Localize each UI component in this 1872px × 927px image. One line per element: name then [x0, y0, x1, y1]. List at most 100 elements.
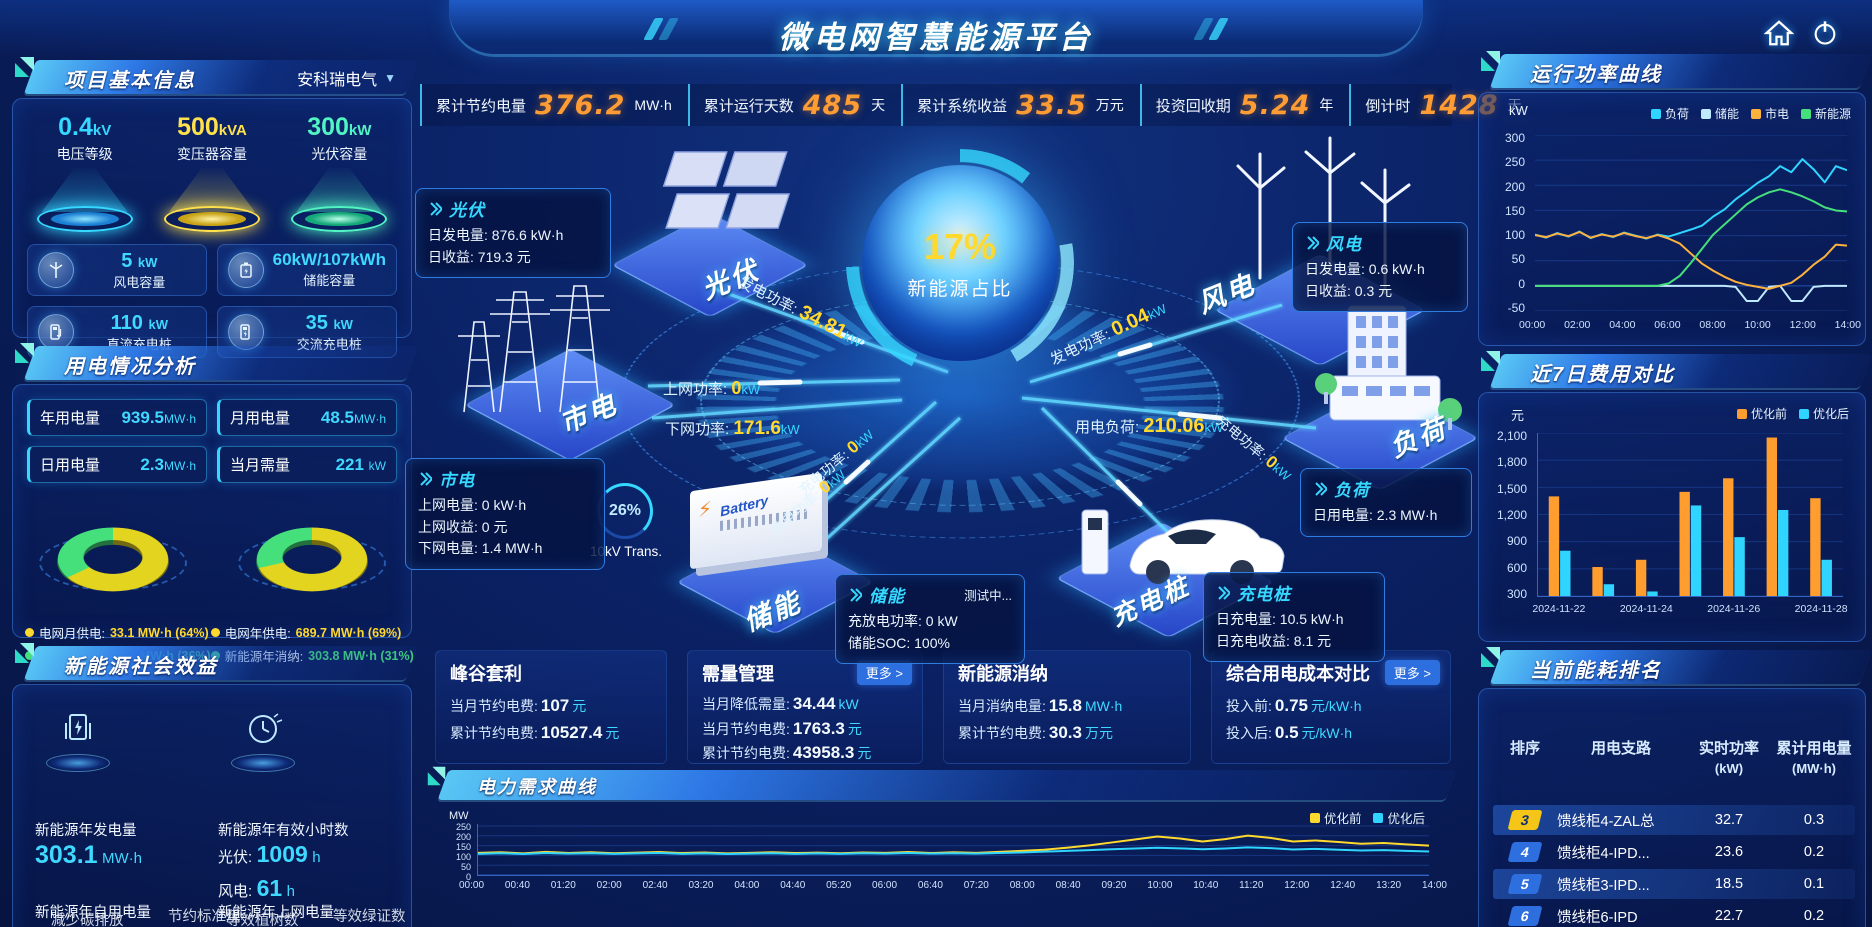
usage-stat-chips: 年用电量 939.5MW·h 月用电量 48.5MW·h 日用电量 2.3MW·h 当…: [13, 385, 411, 483]
panel-ranking-title: 当前能耗排名: [1530, 660, 1662, 682]
panel-demand-header: 电力需求曲线: [425, 766, 1457, 802]
kpi-stats-bar: 累计节约电量 376.2 MW·h 累计运行天数 485 天 累计系统收益 33.5 万元 …: [420, 84, 1522, 126]
flow-load: 用电负荷: 210.06kW: [1075, 415, 1224, 437]
run-power-x-ticks: 00:00 02:00 04:00 06:00 08:00 10:00 12:00 14:00: [1519, 319, 1861, 331]
panel-demand-title: 电力需求曲线: [477, 777, 597, 797]
demand-plot: [477, 824, 1429, 876]
flow-to-grid: 上网功率: 0kW: [663, 378, 761, 398]
panel-benefit-header: 新能源社会效益: [12, 643, 419, 682]
cost-y-axis-label: 元: [1511, 408, 1525, 423]
benefit-coal-label: 节约标准煤: [168, 909, 241, 925]
panel-corner-icon: [1481, 647, 1500, 667]
legend-grid-month: 电网月供电: 33.1 MW·h (64%): [25, 623, 211, 642]
kpi-run-days: 累计运行天数 485 天: [687, 84, 901, 126]
run-power-y-ticks: 300 250 200 150 100 50 0 -50: [1504, 131, 1525, 315]
panel-corner-icon: [1481, 51, 1500, 71]
panel-project-title: 项目基本信息: [64, 70, 196, 92]
header: 微电网智慧能源平台: [0, 0, 1872, 64]
panel-run-power-title: 运行功率曲线: [1530, 64, 1662, 86]
solar-panels-icon: [662, 151, 791, 229]
power-button[interactable]: [1806, 16, 1844, 50]
card-wind-capacity: 5 kW 风电容量: [27, 244, 207, 296]
panel-usage-header: 用电情况分析: [12, 343, 419, 382]
run-power-plot: [1535, 135, 1847, 311]
benefit-hours-wind: 风电: 61 h: [218, 875, 296, 901]
panel-run-power: 运行功率曲线 kW 负荷 储能 市电 新能源 300 250 200 150 100 50 0 -5…: [1478, 51, 1872, 346]
header-banner: [449, 0, 1423, 54]
table-row[interactable]: 5 馈线柜3-IPD... 18.5 0.1: [1493, 869, 1855, 899]
demand-y-ticks: 250 200 150 100 50 0: [455, 822, 471, 882]
table-row[interactable]: 4 馈线柜4-IPD... 23.6 0.2: [1493, 837, 1855, 867]
panel-benefit-body: 新能源年发电量 303.1 MW·h 新能源年有效小时数 光伏: 1009 h …: [12, 684, 412, 927]
cost-legend: 优化前 优化后: [1736, 405, 1849, 422]
spotlight-pv-capacity: 300kW 光伏容量: [280, 113, 398, 232]
spotlight-stats: 0.4kV 电压等级 500kVA 变压器容量 300kW 光伏容量: [13, 99, 411, 232]
box-demand-mgmt: 需量管理 更多 > 当月降低需量: 34.44 kW 当月节约电费: 1763.3 元 …: [687, 650, 923, 764]
panel-ranking-body: 排序 用电支路 实时功率 (kW) 累计用电量 (MW·h) 3 馈线柜4-ZAL总…: [1478, 688, 1866, 927]
home-button[interactable]: [1760, 16, 1798, 50]
supply-donuts: [13, 497, 411, 615]
chip-month-demand: 当月需量 221 kW: [217, 446, 397, 483]
chevron-right-icon: [430, 201, 442, 216]
panel-ranking-header: 当前能耗排名: [1478, 647, 1872, 686]
demand-legend: 优化前 优化后: [1309, 808, 1425, 827]
transformer-gauge-label: 10kV Trans.: [589, 544, 663, 559]
panel-cost-body: 元 优化前 优化后 2,100 1,800 1,500 1,200 900 600 300 2…: [1478, 392, 1866, 642]
grid-info-panel: 市电 上网电量: 0 kW·h 上网收益: 0 元 下网电量: 1.4 MW·h: [405, 458, 605, 571]
storage-info-panel: 储能 测试中... 充放电功率: 0 kW 储能SOC: 100%: [835, 574, 1025, 665]
cost-more-button[interactable]: 更多 >: [1384, 660, 1440, 685]
panel-social-benefit: 新能源社会效益 新能源年发电量 303.1 MW·h 新能源年有效小时数 光伏:…: [12, 643, 419, 927]
chevron-right-icon: [1218, 585, 1230, 600]
panel-usage-title: 用电情况分析: [64, 356, 196, 378]
demand-more-button[interactable]: 更多 >: [856, 660, 912, 685]
company-select[interactable]: 安科瑞电气 ▼: [297, 66, 396, 90]
panel-project-body: 0.4kV 电压等级 500kVA 变压器容量 300kW 光伏容量: [12, 98, 412, 358]
kpi-revenue: 累计系统收益 33.5 万元: [901, 84, 1140, 126]
chevron-right-icon: [1307, 235, 1319, 250]
panel-corner-icon: [427, 766, 446, 786]
table-row[interactable]: 3 馈线柜4-ZAL总 32.7 0.3: [1493, 805, 1855, 835]
panel-run-power-body: kW 负荷 储能 市电 新能源 300 250 200 150 100 50 0 -50 00:00…: [1478, 92, 1866, 346]
benefit-selfuse-label: 新能源年自用电量: [35, 905, 151, 921]
benefit-togrid-value: 51.7 MW·h: [218, 923, 311, 927]
panel-project-header: 项目基本信息 安科瑞电气 ▼: [12, 57, 419, 96]
rank-badge: 5: [1507, 874, 1543, 894]
benefit-co2-label: 减少碳排放: [51, 913, 124, 927]
panel-corner-icon: [15, 643, 34, 663]
spotlight-voltage: 0.4kV 电压等级: [26, 113, 144, 232]
chip-day-usage: 日用电量 2.3MW·h: [27, 446, 207, 483]
table-row[interactable]: 6 馈线柜6-IPD 22.7 0.2: [1493, 901, 1855, 927]
status-badge: 测试中...: [964, 589, 1012, 603]
charger-info-panel: 充电桩 日充电量: 10.5 kW·h 日充电收益: 8.1 元: [1203, 572, 1385, 663]
panel-usage-analysis: 用电情况分析 年用电量 939.5MW·h 月用电量 48.5MW·h 日用电量 2.…: [12, 343, 419, 664]
rank-badge: 3: [1507, 810, 1543, 830]
chip-month-usage: 月用电量 48.5MW·h: [217, 399, 397, 436]
benefit-togrid-label: 新能源年上网电量: [218, 905, 334, 921]
panel-run-power-header: 运行功率曲线: [1478, 51, 1872, 90]
box-peak-valley: 峰谷套利 当月节约电费: 107 元 累计节约电费: 10527.4 元: [435, 650, 667, 764]
panel-benefit-title: 新能源社会效益: [64, 656, 218, 678]
generation-station-icon: [43, 709, 113, 772]
page-title: 微电网智慧能源平台: [778, 20, 1094, 55]
pv-info-panel: 光伏 日发电量: 876.6 kW·h 日收益: 719.3 元: [415, 188, 611, 279]
kpi-saved-energy: 累计节约电量 376.2 MW·h: [420, 84, 688, 126]
title-decor-right: [1193, 18, 1229, 40]
panel-usage-body: 年用电量 939.5MW·h 月用电量 48.5MW·h 日用电量 2.3MW·h 当…: [12, 384, 414, 664]
benefit-certs-label: 等效绿证数: [333, 909, 406, 925]
capacity-cards: 5 kW 风电容量 60kW/107kWh 储能容量 110 kW 直流充电桩 35 …: [13, 232, 411, 358]
company-select-value: 安科瑞电气: [297, 72, 378, 89]
panel-cost-title: 近7日费用对比: [1530, 364, 1676, 386]
demand-y-axis-label: MW: [449, 810, 469, 822]
box-cost-compare: 综合用电成本对比 更多 > 投入前: 0.75 元/kW·h 投入后: 0.5 元/kW…: [1211, 650, 1451, 764]
benefit-trees-label: 等效植树数: [226, 913, 299, 927]
panel-corner-icon: [15, 57, 34, 77]
cost-x-ticks: 2024-11-22 2024-11-24 2024-11-26 2024-11-28: [1532, 603, 1848, 615]
load-info-panel: 负荷 日用电量: 2.3 MW·h: [1300, 468, 1472, 537]
run-power-y-axis-label: kW: [1509, 103, 1528, 118]
flow-from-grid: 下网功率: 171.6kW: [665, 418, 800, 439]
battery-icon: [239, 262, 252, 278]
dropdown-chevron-icon: ▼: [384, 71, 396, 85]
chevron-right-icon: [420, 471, 432, 486]
column-branch: 用电支路: [1590, 740, 1651, 757]
